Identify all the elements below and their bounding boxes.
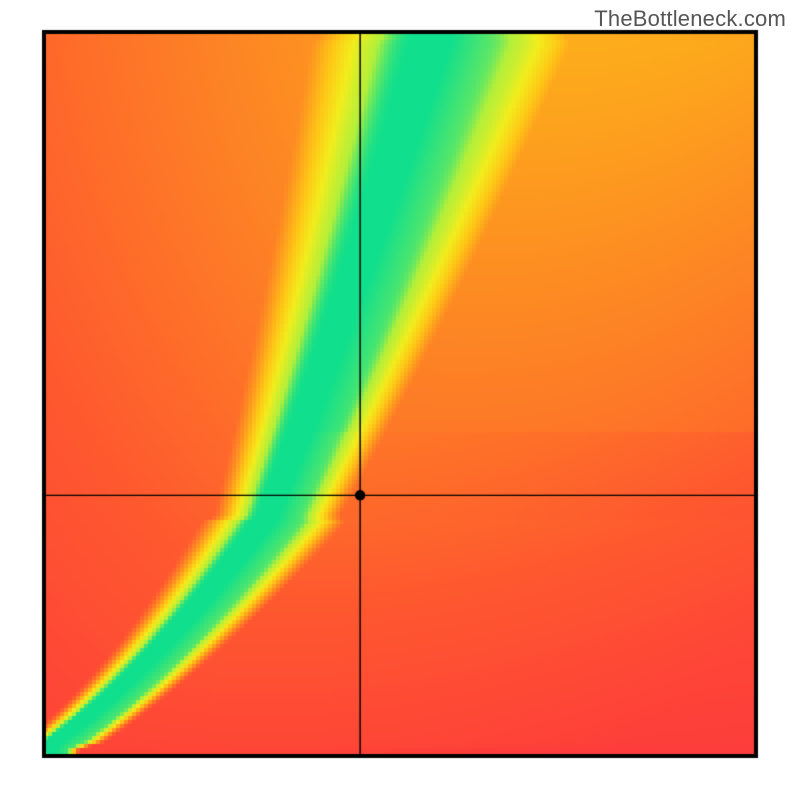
heatmap-canvas xyxy=(0,0,800,800)
watermark-text: TheBottleneck.com xyxy=(594,6,786,32)
